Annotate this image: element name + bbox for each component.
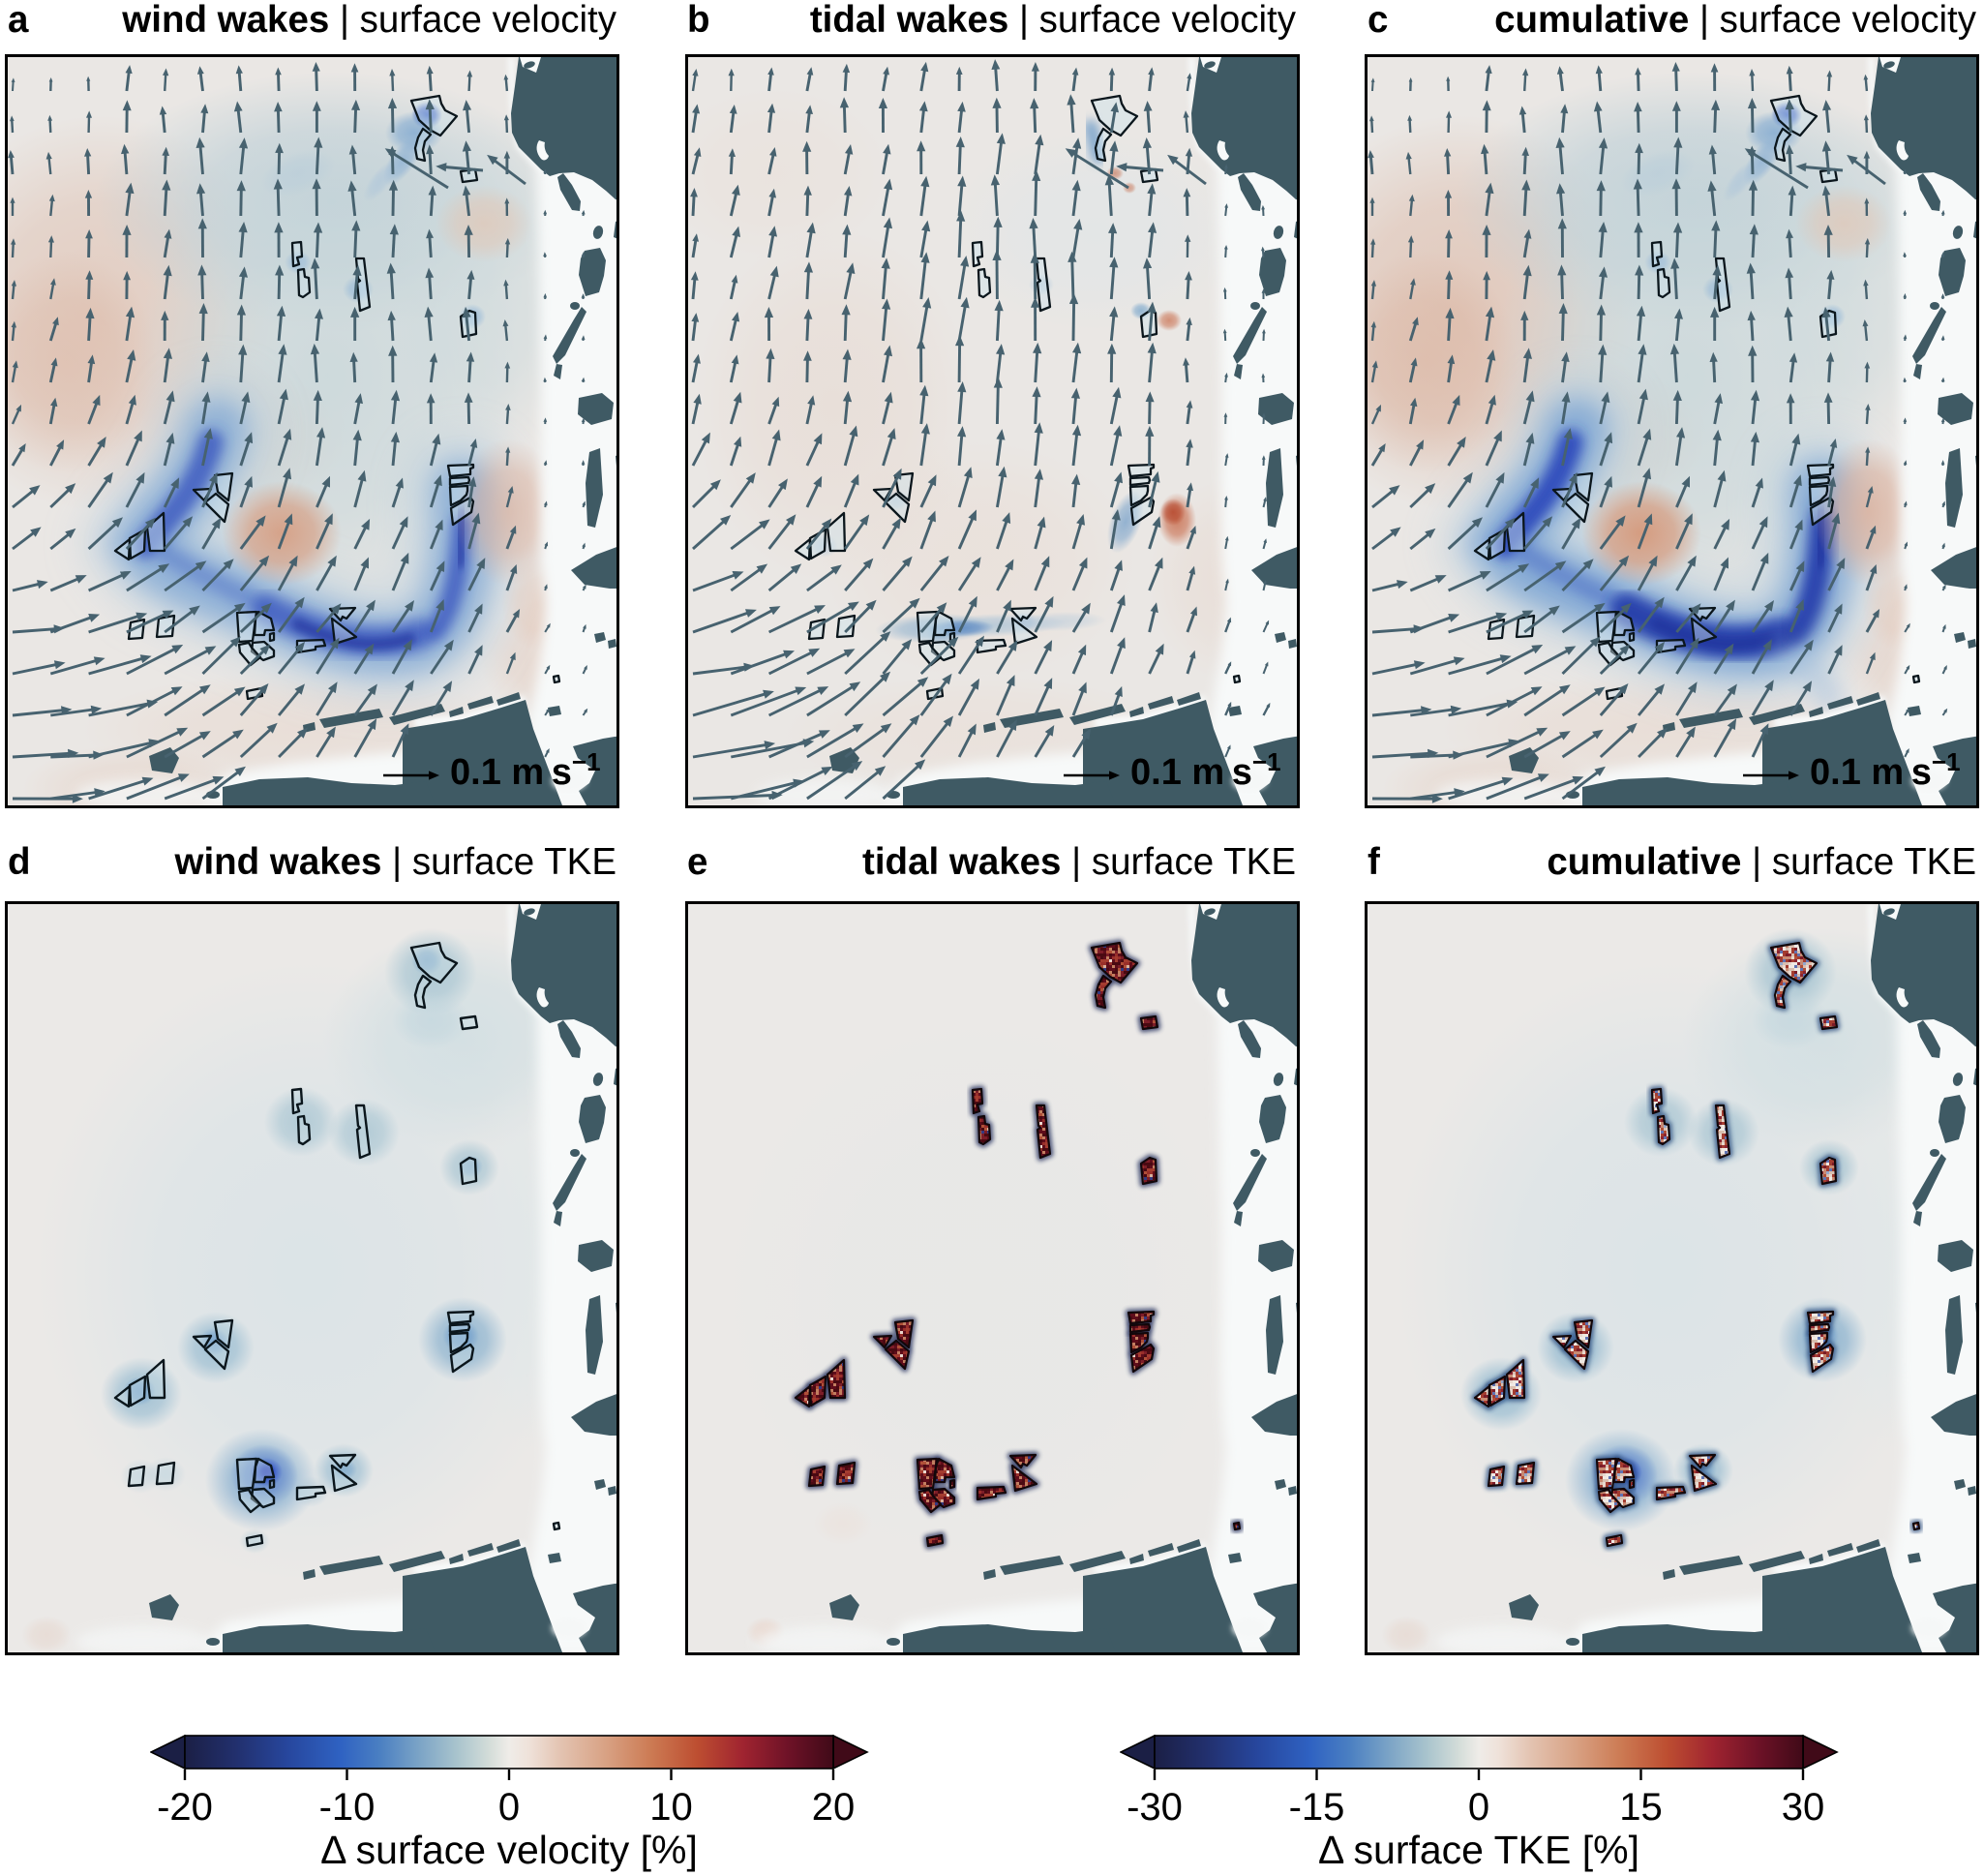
- svg-text:15: 15: [1619, 1786, 1663, 1829]
- svg-text:-30: -30: [1127, 1786, 1183, 1829]
- svg-text:Δ surface velocity [%]: Δ surface velocity [%]: [320, 1828, 698, 1872]
- svg-text:0: 0: [498, 1786, 520, 1829]
- svg-text:20: 20: [812, 1786, 856, 1829]
- svg-text:-10: -10: [319, 1786, 376, 1829]
- svg-text:Δ surface TKE [%]: Δ surface TKE [%]: [1318, 1828, 1639, 1872]
- svg-text:-20: -20: [157, 1786, 213, 1829]
- svg-text:10: 10: [649, 1786, 693, 1829]
- svg-text:30: 30: [1782, 1786, 1825, 1829]
- svg-text:0: 0: [1468, 1786, 1489, 1829]
- svg-text:-15: -15: [1289, 1786, 1345, 1829]
